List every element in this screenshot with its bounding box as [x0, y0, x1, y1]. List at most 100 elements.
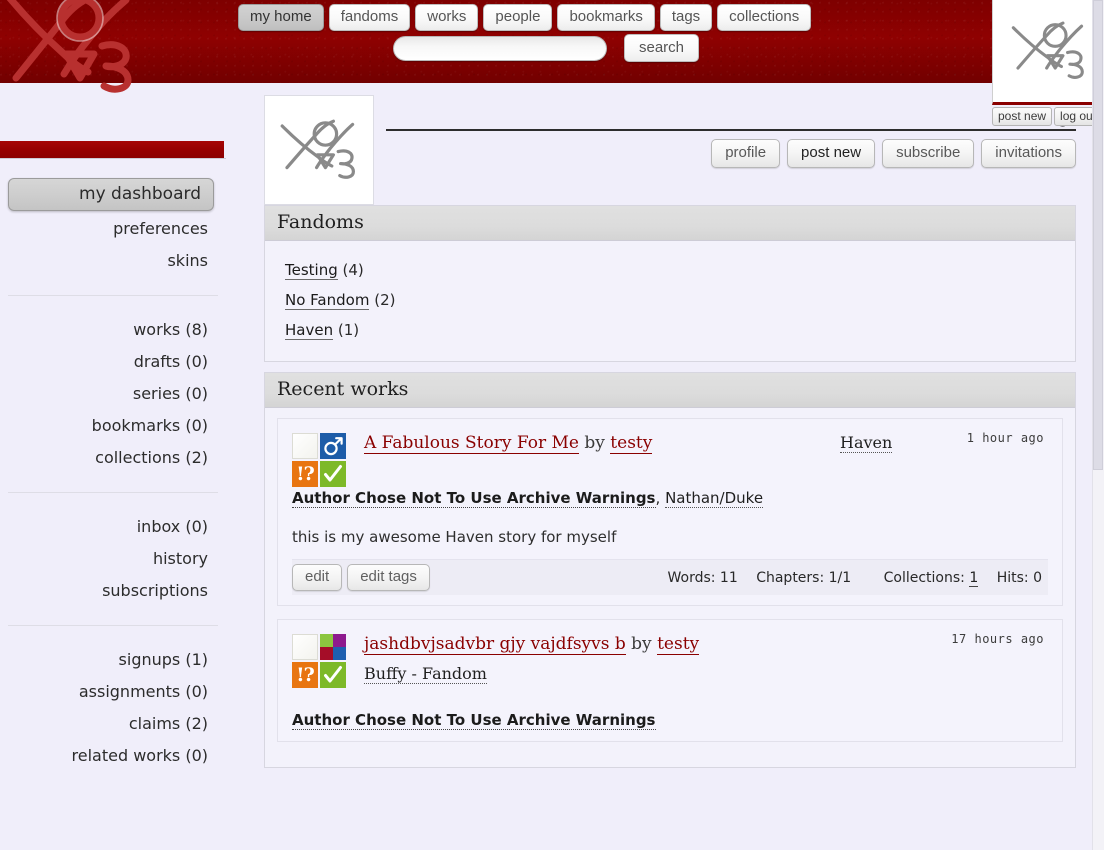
page-scrollbar[interactable]	[1092, 0, 1104, 850]
nav-bookmarks[interactable]: bookmarks	[557, 4, 655, 31]
subscribe-button[interactable]: subscribe	[882, 139, 975, 168]
recent-works-module-title: Recent works	[265, 373, 1075, 408]
primary-navigation: my home fandoms works people bookmarks t…	[238, 4, 812, 31]
complete-work-icon[interactable]	[320, 662, 346, 688]
nav-fandoms[interactable]: fandoms	[328, 4, 411, 31]
sidebar-item-skins[interactable]: skins	[167, 251, 208, 270]
sidebar-group-account: my dashboard preferences skins	[0, 178, 226, 277]
work-author-link[interactable]: testy	[657, 634, 700, 655]
complete-work-icon[interactable]	[320, 461, 346, 487]
dashboard-sidebar: my dashboard preferences skins works (8)…	[0, 141, 226, 772]
recent-works-module: Recent works	[264, 372, 1076, 768]
work-footer: edit edit tags Words: 11 Chapters: 1/1 C…	[292, 559, 1048, 595]
nav-collections[interactable]: collections	[717, 4, 812, 31]
dashboard-main: testy profile post new subscribe invitat…	[264, 95, 1076, 778]
sidebar-item-collections[interactable]: collections (2)	[95, 448, 208, 467]
nav-tags[interactable]: tags	[659, 4, 713, 31]
fandom-link-haven[interactable]: Haven	[285, 321, 334, 340]
list-item: Haven (1)	[285, 315, 1055, 345]
sidebar-divider	[8, 625, 218, 626]
tag-separator: ,	[655, 489, 661, 507]
page-title: testy	[386, 95, 1076, 131]
search-input[interactable]	[393, 35, 607, 61]
search-button[interactable]: search	[624, 34, 700, 62]
sidebar-item-preferences[interactable]: preferences	[113, 219, 208, 238]
post-new-button[interactable]: post new	[992, 107, 1053, 126]
page-body: my dashboard preferences skins works (8)…	[0, 83, 1104, 850]
rating-not-rated-icon[interactable]	[292, 433, 318, 459]
work-timestamp: 1 hour ago	[966, 431, 1044, 445]
sidebar-group-activity: inbox (0) history subscriptions	[0, 511, 226, 607]
nav-my-home[interactable]: my home	[238, 4, 324, 31]
fandom-count: (2)	[374, 291, 396, 309]
invitations-button[interactable]: invitations	[981, 139, 1076, 168]
sidebar-item-inbox[interactable]: inbox (0)	[136, 517, 208, 536]
work-author-link[interactable]: testy	[610, 433, 653, 454]
nav-people[interactable]: people	[483, 4, 553, 31]
sidebar-item-related-works[interactable]: related works (0)	[71, 746, 208, 765]
fandom-tag-link[interactable]: Haven	[840, 433, 893, 453]
fandom-link-no-fandom[interactable]: No Fandom	[285, 291, 370, 310]
stat-chapters: Chapters: 1/1	[756, 569, 852, 586]
stat-collections-link[interactable]: 1	[969, 569, 979, 587]
greeting-actions: post new log out	[992, 105, 1104, 126]
category-male-icon[interactable]	[320, 433, 346, 459]
sidebar-item-history[interactable]: history	[152, 549, 208, 568]
warning-tag-link[interactable]: Author Chose Not To Use Archive Warnings	[292, 711, 656, 730]
edit-tags-button[interactable]: edit tags	[347, 564, 430, 591]
rating-not-rated-icon[interactable]	[292, 634, 318, 660]
work-title-line: jashdbvjsadvbr gjy vajdfsyvs b by testy	[364, 632, 1048, 656]
site-search: search	[393, 34, 700, 62]
sidebar-divider	[8, 492, 218, 493]
work-timestamp: 17 hours ago	[951, 632, 1044, 646]
work-title-link[interactable]: A Fabulous Story For Me	[364, 433, 579, 454]
work-summary: this is my awesome Haven story for mysel…	[292, 528, 617, 546]
stat-collections-label: Collections:	[883, 569, 965, 586]
fandom-link-testing[interactable]: Testing	[285, 261, 338, 280]
avatar	[264, 95, 374, 205]
work-title-link[interactable]: jashdbvjsadvbr gjy vajdfsyvs b	[364, 634, 626, 655]
sidebar-item-claims[interactable]: claims (2)	[128, 714, 208, 733]
sidebar-group-challenges: signups (1) assignments (0) claims (2) r…	[0, 644, 226, 772]
fandoms-module-title: Fandoms	[265, 206, 1075, 241]
work-fandom: Buffy - Fandom	[364, 664, 1048, 684]
user-greeting: post new log out	[992, 0, 1104, 126]
required-tags: !?	[292, 634, 346, 688]
warning-choose-not-to-use-icon[interactable]: !?	[292, 461, 318, 487]
fandom-tag-link[interactable]: Buffy - Fandom	[364, 664, 487, 684]
work-header: A Fabulous Story For Me by testy Haven 1…	[364, 431, 1048, 461]
work-fandom: Haven	[840, 433, 893, 453]
work-blurb: !? jashdbvjsadvbr gjy vajdfsyvs b by tes…	[277, 619, 1063, 742]
profile-button[interactable]: profile	[711, 139, 781, 168]
fandom-count: (4)	[342, 261, 364, 279]
sidebar-divider	[8, 295, 218, 296]
sidebar-item-assignments[interactable]: assignments (0)	[78, 682, 208, 701]
post-new-button[interactable]: post new	[787, 139, 876, 168]
edit-button[interactable]: edit	[292, 564, 343, 591]
sidebar-item-series[interactable]: series (0)	[132, 384, 208, 403]
stat-collections: Collections: 1	[870, 569, 979, 587]
relationship-tag-link[interactable]: Nathan/Duke	[665, 489, 764, 508]
sidebar-item-my-dashboard[interactable]: my dashboard	[8, 178, 214, 211]
stat-words: Words: 11	[667, 569, 738, 586]
stat-hits: Hits: 0	[996, 569, 1042, 586]
warning-tag-link[interactable]: Author Chose Not To Use Archive Warnings	[292, 489, 656, 508]
sidebar-item-drafts[interactable]: drafts (0)	[133, 352, 208, 371]
sidebar-item-bookmarks[interactable]: bookmarks (0)	[91, 416, 208, 435]
nav-works[interactable]: works	[415, 4, 479, 31]
sidebar-item-subscriptions[interactable]: subscriptions	[102, 581, 208, 600]
work-title-line: A Fabulous Story For Me by testy	[364, 431, 1048, 455]
by-label: by	[584, 433, 605, 453]
ao3-logo-icon[interactable]	[2, 0, 142, 94]
category-multi-icon[interactable]	[320, 634, 346, 660]
sidebar-item-works[interactable]: works (8)	[133, 320, 208, 339]
scrollbar-thumb[interactable]	[1093, 0, 1103, 470]
warning-choose-not-to-use-icon[interactable]: !?	[292, 662, 318, 688]
work-tags: Author Chose Not To Use Archive Warnings…	[292, 487, 1048, 509]
work-tags: Author Chose Not To Use Archive Warnings	[292, 709, 1048, 731]
work-actions: edit edit tags	[292, 560, 430, 595]
sidebar-item-signups[interactable]: signups (1)	[118, 650, 208, 669]
ao3-avatar-icon[interactable]	[992, 0, 1104, 105]
fandoms-list: Testing (4) No Fandom (2) Haven (1)	[265, 241, 1075, 361]
user-actions: profile post new subscribe invitations	[711, 139, 1076, 168]
